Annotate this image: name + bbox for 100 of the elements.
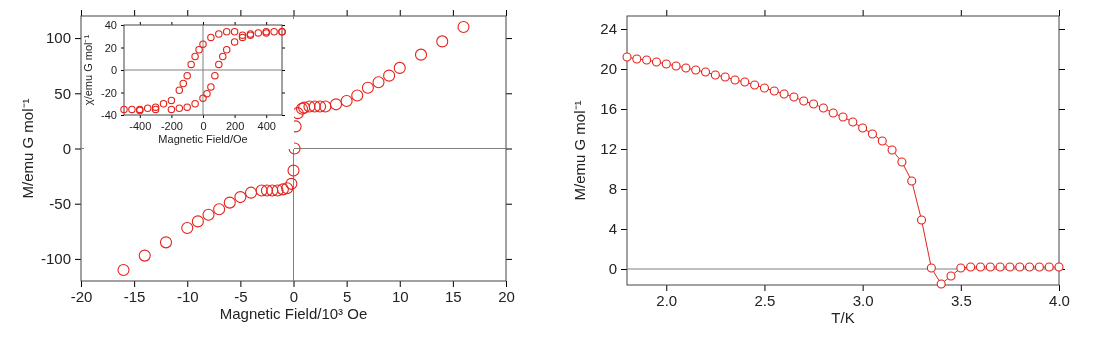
point	[710, 70, 720, 80]
point	[457, 21, 470, 34]
y-tick-label: 8	[608, 180, 617, 198]
point	[195, 46, 203, 54]
point	[936, 279, 946, 289]
point	[303, 100, 316, 113]
y-tick-label: 20	[104, 41, 117, 54]
point	[271, 184, 284, 197]
point	[285, 177, 298, 190]
point	[175, 86, 184, 94]
point	[308, 100, 321, 113]
point	[215, 30, 223, 38]
point	[183, 103, 191, 111]
point	[383, 69, 396, 82]
point	[681, 63, 691, 73]
point	[340, 94, 353, 108]
x-tick-label: -20	[70, 287, 93, 305]
point	[238, 33, 247, 42]
point	[191, 215, 204, 228]
point	[799, 96, 809, 106]
point	[213, 203, 226, 216]
x-axis-title: Magnetic Field/Oe	[158, 132, 248, 145]
point	[858, 123, 868, 133]
point	[167, 105, 176, 114]
point	[329, 98, 343, 111]
point	[351, 89, 364, 102]
point	[966, 262, 976, 272]
point	[779, 89, 789, 99]
x-tick-label: 0	[200, 119, 207, 132]
point	[926, 263, 936, 273]
y-axis-title: χ/emu G mol⁻¹	[82, 34, 94, 106]
point	[181, 221, 194, 235]
y-tick-label: -20	[101, 86, 117, 99]
point	[219, 52, 227, 61]
point	[907, 176, 917, 186]
point	[838, 112, 848, 122]
point	[244, 186, 258, 199]
point	[661, 59, 671, 69]
point	[276, 183, 289, 196]
point	[187, 60, 195, 69]
point	[1044, 262, 1054, 272]
point	[230, 28, 239, 36]
y-tick-label: 40	[104, 19, 117, 32]
point	[917, 215, 927, 225]
point	[151, 105, 160, 114]
point	[270, 28, 278, 36]
point	[436, 35, 449, 48]
point	[211, 71, 219, 80]
point	[848, 117, 858, 127]
point	[128, 105, 136, 114]
point	[759, 83, 769, 93]
point	[175, 104, 184, 112]
point	[222, 28, 231, 36]
x-tick-label: 200	[225, 119, 245, 132]
point	[203, 89, 211, 98]
point	[1034, 262, 1044, 272]
y-axis-title: M/emu G mol⁻¹	[571, 100, 588, 201]
point	[260, 184, 273, 197]
point	[222, 46, 231, 54]
point	[138, 249, 151, 262]
y-tick-label: -40	[101, 109, 117, 122]
y-tick-label: 4	[608, 220, 617, 238]
point	[179, 79, 187, 88]
x-tick-label: -400	[129, 119, 152, 132]
point	[314, 100, 327, 113]
point	[207, 33, 215, 42]
point	[809, 99, 819, 109]
x-tick-label: 400	[257, 119, 276, 132]
x-tick-label: 2.5	[754, 291, 776, 309]
point	[319, 100, 332, 113]
y-tick-label: 24	[600, 20, 617, 38]
point	[143, 104, 152, 112]
point	[414, 48, 428, 61]
x-tick-label: -10	[176, 287, 199, 305]
point	[393, 61, 406, 74]
x-tick-label: 20	[498, 287, 515, 305]
point	[632, 54, 642, 64]
point	[159, 100, 168, 108]
point	[199, 40, 207, 48]
point	[975, 262, 985, 272]
point	[372, 76, 385, 89]
x-tick-label: 15	[445, 287, 462, 305]
point	[789, 92, 799, 102]
x-axis-title: Magnetic Field/10³ Oe	[219, 304, 368, 322]
y-axis-title: M/emu G mol⁻¹	[19, 98, 36, 199]
x-tick-label: 2.0	[656, 291, 678, 309]
x-tick-label: -15	[123, 287, 146, 305]
x-tick-label: -200	[160, 119, 183, 132]
point	[720, 72, 730, 82]
point	[287, 164, 300, 177]
x-tick-label: 3.0	[852, 291, 874, 309]
point	[1015, 262, 1025, 272]
y-tick-label: 0	[62, 139, 71, 157]
y-tick-label: 0	[608, 260, 617, 278]
point	[1025, 262, 1035, 272]
y-tick-label: -50	[49, 195, 71, 213]
point	[828, 108, 838, 118]
point	[642, 55, 652, 65]
point	[956, 263, 966, 273]
point	[622, 52, 632, 62]
